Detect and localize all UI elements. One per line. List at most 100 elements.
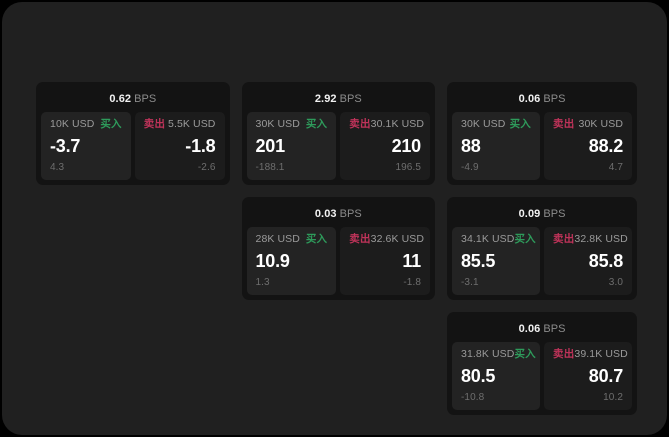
bps-value: 2.92 — [314, 93, 337, 105]
buy-side-header: 31.8K USD 买入 — [461, 348, 536, 360]
buy-sub-value: -188.1 — [255, 162, 285, 173]
bps-unit: BPS — [543, 208, 566, 220]
buy-tag: 买入 — [305, 118, 328, 130]
sell-main-value: 80.7 — [588, 366, 623, 387]
buy-size-label: 34.1K USD — [461, 233, 515, 245]
bps-value: 0.06 — [518, 93, 541, 105]
sell-tag: 卖出 — [553, 118, 575, 130]
sell-size-label: 30.1K USD — [370, 118, 425, 130]
sell-sub-value: 10.2 — [603, 392, 623, 403]
buy-size-label: 28K USD — [255, 233, 300, 245]
buy-tag: 买入 — [509, 118, 531, 130]
buy-tag: 买入 — [100, 118, 122, 130]
bps-value: 0.03 — [314, 208, 337, 220]
card-column-1: 0.62 BPS 10K USD 买入 -3.7 4.3 — [36, 82, 230, 185]
sell-side-header: 卖出 32.6K USD — [349, 233, 425, 245]
buy-main-value: 10.9 — [255, 251, 290, 272]
buy-sub-value: 1.3 — [255, 277, 270, 288]
sell-tag: 卖出 — [349, 118, 371, 130]
buy-main-value: 80.5 — [461, 366, 496, 387]
bps-unit: BPS — [339, 208, 362, 220]
spread-card[interactable]: 2.92 BPS 30K USD 买入 201 -188.1 — [241, 82, 435, 185]
spread-card[interactable]: 0.03 BPS 28K USD 买入 10.9 1.3 — [241, 197, 435, 300]
buy-side-header: 30K USD 买入 — [461, 119, 531, 130]
buy-sub-value: -3.1 — [461, 277, 479, 288]
card-header: 0.09 BPS — [452, 202, 632, 227]
buy-main-value: -3.7 — [50, 136, 81, 157]
buy-size-label: 31.8K USD — [461, 348, 515, 360]
buy-side-header: 34.1K USD 买入 — [461, 233, 536, 245]
sell-side-header: 卖出 32.8K USD — [553, 233, 628, 245]
sell-sub-value: -1.8 — [403, 277, 421, 288]
sell-side-panel[interactable]: 卖出 39.1K USD 80.7 10.2 — [544, 342, 632, 410]
bps-unit: BPS — [543, 93, 566, 105]
card-body: 28K USD 买入 10.9 1.3 卖出 32.6K USD 11 — [246, 227, 430, 295]
spread-card[interactable]: 0.09 BPS 34.1K USD 买入 85.5 -3.1 — [447, 197, 637, 300]
buy-main-value: 85.5 — [461, 251, 496, 272]
sell-main-value: 88.2 — [588, 136, 623, 157]
card-header: 2.92 BPS — [247, 87, 431, 112]
sell-main-value: 11 — [402, 251, 421, 272]
card-header: 0.06 BPS — [452, 87, 632, 112]
buy-size-label: 30K USD — [255, 118, 300, 130]
sell-sub-value: 3.0 — [608, 277, 623, 288]
sell-size-label: 30K USD — [578, 118, 623, 130]
card-body: 30K USD 买入 88 -4.9 卖出 30K USD 88.2 — [452, 112, 632, 180]
buy-main-value: 88 — [461, 136, 481, 157]
sell-size-label: 39.1K USD — [574, 348, 628, 360]
bps-unit: BPS — [543, 323, 566, 335]
card-body: 30K USD 买入 201 -188.1 卖出 30.1K USD 210 — [246, 112, 430, 180]
buy-main-value: 201 — [255, 136, 286, 157]
card-body: 31.8K USD 买入 80.5 -10.8 卖出 39.1K USD 80 — [452, 342, 632, 410]
buy-side-panel[interactable]: 10K USD 买入 -3.7 4.3 — [41, 112, 131, 180]
sell-sub-value: -2.6 — [197, 162, 216, 173]
sell-side-header: 卖出 5.5K USD — [144, 119, 216, 130]
buy-size-label: 30K USD — [461, 118, 506, 130]
bps-value: 0.62 — [109, 93, 132, 105]
sell-main-value: 210 — [391, 136, 422, 157]
spread-card[interactable]: 0.62 BPS 10K USD 买入 -3.7 4.3 — [36, 82, 230, 185]
sell-side-header: 卖出 39.1K USD — [553, 348, 628, 360]
sell-tag: 卖出 — [349, 233, 371, 245]
buy-tag: 买入 — [305, 233, 328, 245]
bps-value: 0.09 — [518, 208, 541, 220]
buy-side-panel[interactable]: 30K USD 买入 201 -188.1 — [246, 112, 337, 180]
buy-side-panel[interactable]: 34.1K USD 买入 85.5 -3.1 — [452, 227, 540, 295]
card-header: 0.06 BPS — [452, 317, 632, 342]
sell-size-label: 5.5K USD — [168, 118, 216, 130]
buy-sub-value: -4.9 — [461, 162, 479, 173]
sell-side-panel[interactable]: 卖出 5.5K USD -1.8 -2.6 — [134, 112, 225, 180]
card-header: 0.62 BPS — [41, 87, 225, 112]
buy-side-panel[interactable]: 28K USD 买入 10.9 1.3 — [246, 227, 337, 295]
sell-side-panel[interactable]: 卖出 32.6K USD 11 -1.8 — [340, 227, 430, 295]
card-column-3: 0.06 BPS 30K USD 买入 88 -4.9 — [447, 82, 637, 415]
sell-side-header: 卖出 30.1K USD — [349, 118, 425, 130]
sell-sub-value: 4.7 — [608, 162, 623, 173]
card-body: 34.1K USD 买入 85.5 -3.1 卖出 32.8K USD 85. — [452, 227, 632, 295]
bps-unit: BPS — [134, 93, 157, 105]
sell-sub-value: 196.5 — [395, 162, 421, 173]
bps-value: 0.06 — [518, 323, 541, 335]
spread-card[interactable]: 0.06 BPS 31.8K USD 买入 80.5 -10.8 — [447, 312, 637, 415]
card-header: 0.03 BPS — [247, 202, 431, 227]
buy-sub-value: 4.3 — [50, 162, 65, 173]
card-grid: 0.62 BPS 10K USD 买入 -3.7 4.3 — [36, 82, 637, 415]
sell-side-panel[interactable]: 卖出 30.1K USD 210 196.5 — [340, 112, 430, 180]
spread-card[interactable]: 0.06 BPS 30K USD 买入 88 -4.9 — [447, 82, 637, 185]
sell-tag: 卖出 — [553, 233, 575, 245]
sell-tag: 卖出 — [553, 348, 575, 360]
sell-size-label: 32.6K USD — [370, 233, 425, 245]
buy-side-panel[interactable]: 30K USD 买入 88 -4.9 — [452, 112, 540, 180]
sell-side-header: 卖出 30K USD — [553, 119, 623, 130]
card-column-2: 2.92 BPS 30K USD 买入 201 -188.1 — [241, 82, 435, 300]
buy-side-header: 28K USD 买入 — [256, 234, 328, 245]
sell-main-value: -1.8 — [185, 136, 216, 157]
buy-side-header: 10K USD 买入 — [50, 119, 122, 130]
card-body: 10K USD 买入 -3.7 4.3 卖出 5.5K USD -1.8 — [41, 112, 225, 180]
sell-side-panel[interactable]: 卖出 32.8K USD 85.8 3.0 — [544, 227, 632, 295]
bps-unit: BPS — [339, 93, 362, 105]
buy-side-panel[interactable]: 31.8K USD 买入 80.5 -10.8 — [452, 342, 540, 410]
sell-side-panel[interactable]: 卖出 30K USD 88.2 4.7 — [544, 112, 632, 180]
